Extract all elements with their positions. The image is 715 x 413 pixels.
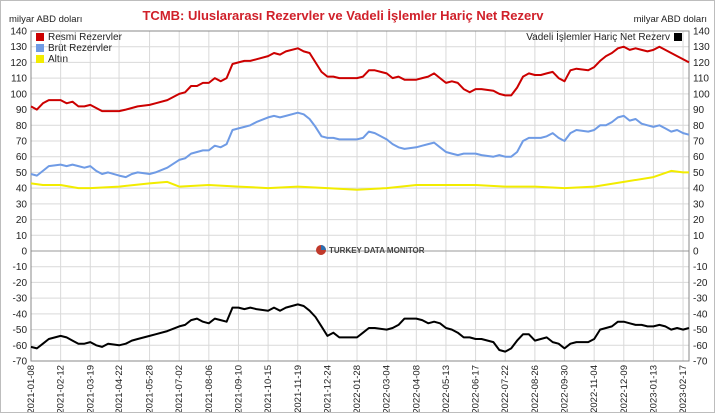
legend-swatch	[36, 33, 44, 41]
x-tick-label: 2021-12-24	[322, 365, 333, 412]
y-tick-right: 90	[693, 105, 705, 116]
y-tick-left: -10	[13, 262, 28, 273]
y-tick-right: -20	[693, 278, 708, 289]
x-tick-label: 2021-01-08	[26, 365, 37, 412]
x-tick-label: 2022-03-04	[382, 365, 393, 412]
y-tick-left: 110	[11, 74, 27, 85]
y-tick-left: 0	[21, 247, 27, 258]
y-tick-right: 60	[693, 152, 705, 163]
y-tick-right: 140	[693, 27, 710, 38]
x-tick-label: 2021-09-10	[233, 365, 244, 412]
y-tick-left: -70	[13, 357, 28, 368]
y-tick-right: 110	[693, 74, 709, 85]
x-tick-label: 2021-10-15	[263, 365, 274, 412]
y-tick-right: -40	[693, 309, 708, 320]
x-tick-label: 2021-03-19	[85, 365, 96, 412]
series-line-0	[30, 45, 690, 113]
y-tick-left: 20	[16, 215, 28, 226]
y-tick-left: -30	[13, 294, 28, 305]
y-tick-left: 70	[16, 137, 28, 148]
y-tick-right: -50	[693, 325, 708, 336]
x-tick-label: 2021-07-02	[174, 365, 185, 412]
y-tick-left: 90	[16, 105, 28, 116]
brand-text: TURKEY DATA MONITOR	[329, 246, 425, 255]
y-tick-right: 40	[693, 184, 705, 195]
legend-label-right: Vadeli İşlemler Hariç Net Rezerv	[526, 30, 670, 43]
x-tick-label: 2023-01-13	[648, 365, 659, 412]
y-tick-left: 50	[16, 168, 28, 179]
y-tick-left: -60	[13, 341, 28, 352]
legend-label: Brüt Rezervler	[48, 43, 113, 54]
y-tick-left: 60	[16, 152, 28, 163]
y-tick-right: 20	[693, 215, 705, 226]
y-tick-left: 120	[10, 58, 27, 69]
brand-logo-segment	[321, 245, 326, 250]
y-tick-left: 10	[16, 231, 28, 242]
x-tick-label: 2021-04-22	[114, 365, 125, 412]
y-tick-right: -10	[693, 262, 708, 273]
left-unit-label: milyar ABD doları	[9, 14, 82, 25]
legend-label: Altın	[48, 54, 68, 65]
y-tick-left: 40	[16, 184, 28, 195]
series-layer	[30, 45, 690, 353]
x-tick-label: 2022-04-08	[411, 365, 422, 412]
legend-label: Resmi Rezervler	[48, 32, 123, 43]
text-layer: TCMB: Uluslararası Rezervler ve Vadeli İ…	[9, 8, 707, 25]
x-tick-label: 2022-07-22	[500, 365, 511, 412]
series-line-3	[30, 303, 690, 353]
x-tick-label: 2022-01-28	[352, 365, 363, 412]
legend-swatch	[36, 55, 44, 63]
x-tick-label: 2022-06-17	[471, 365, 482, 412]
legend-swatch-right	[674, 33, 682, 41]
series-line-1	[30, 111, 690, 179]
x-tick-label: 2021-02-12	[56, 365, 67, 412]
brand-watermark: TURKEY DATA MONITOR	[316, 245, 425, 255]
y-tick-left: -50	[13, 325, 28, 336]
y-tick-right: 0	[693, 247, 699, 258]
legend-swatch	[36, 44, 44, 52]
y-tick-right: 100	[693, 89, 710, 100]
y-tick-left: 100	[10, 89, 27, 100]
y-tick-right: -60	[693, 341, 708, 352]
x-tick-label: 2021-08-06	[204, 365, 215, 412]
x-tick-label: 2023-02-17	[678, 365, 689, 412]
y-tick-right: -70	[693, 357, 708, 368]
y-tick-left: -20	[13, 278, 28, 289]
x-tick-label: 2021-05-28	[145, 365, 156, 412]
y-tick-right: 30	[693, 199, 705, 210]
y-tick-right: 10	[693, 231, 705, 242]
y-tick-right: -30	[693, 294, 708, 305]
plot-border	[30, 30, 690, 362]
right-unit-label: milyar ABD doları	[634, 14, 707, 25]
x-tick-label: 2022-05-13	[441, 365, 452, 412]
series-line-2	[30, 169, 689, 191]
y-tick-left: 140	[10, 27, 27, 38]
x-tick-label: 2022-08-26	[530, 365, 541, 412]
y-tick-left: 30	[16, 199, 28, 210]
y-tick-right: 130	[693, 42, 710, 53]
y-tick-left: 80	[16, 121, 28, 132]
y-tick-right: 120	[693, 58, 710, 69]
y-tick-right: 50	[693, 168, 705, 179]
y-tick-left: 130	[10, 42, 27, 53]
chart-title: TCMB: Uluslararası Rezervler ve Vadeli İ…	[142, 8, 544, 23]
x-tick-label: 2022-09-30	[560, 365, 571, 412]
x-tick-label: 2022-11-04	[589, 365, 600, 412]
y-tick-left: -40	[13, 309, 28, 320]
grid-layer	[30, 30, 689, 362]
x-tick-label: 2022-12-09	[619, 365, 630, 412]
x-tick-label: 2021-11-19	[293, 365, 304, 412]
y-tick-right: 70	[693, 137, 705, 148]
y-tick-right: 80	[693, 121, 705, 132]
